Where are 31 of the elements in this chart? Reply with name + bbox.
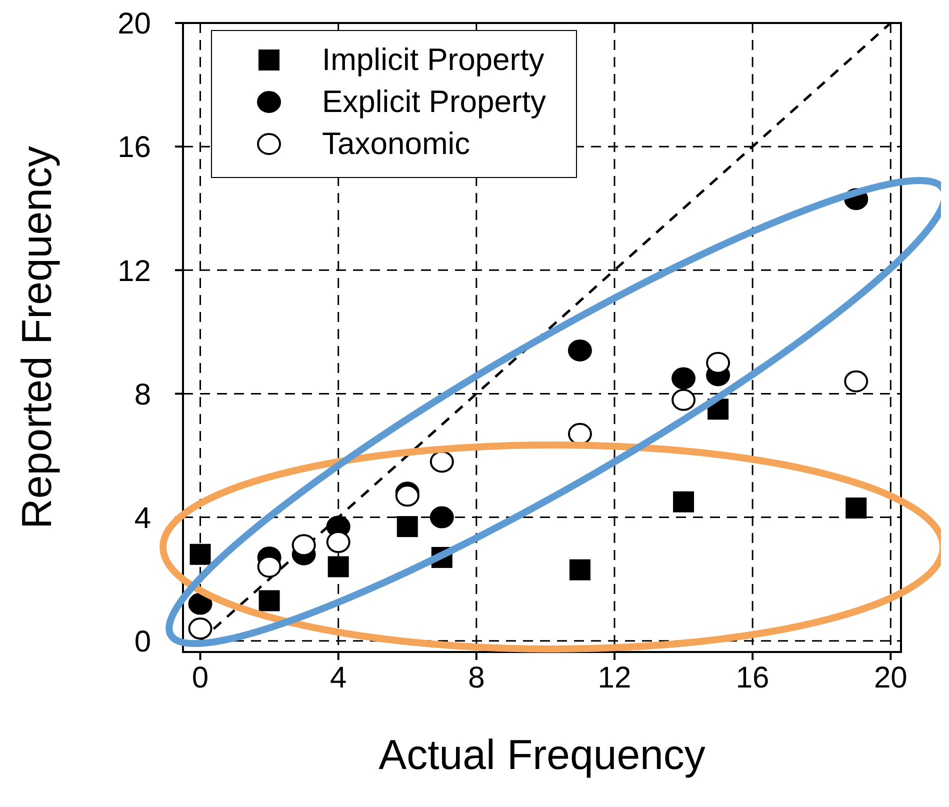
- y-tick-label: 16: [118, 131, 151, 164]
- y-axis-title: Reported Frequency: [12, 146, 60, 529]
- point: [672, 367, 696, 390]
- point: [706, 352, 730, 374]
- point: [328, 556, 349, 578]
- legend-label: Explicit Property: [322, 83, 546, 121]
- y-tick-label: 20: [118, 8, 151, 41]
- legend-label: Implicit Property: [322, 41, 544, 79]
- x-axis-title: Actual Frequency: [378, 731, 706, 778]
- point: [396, 516, 418, 538]
- y-tick-label: 0: [134, 626, 151, 659]
- x-tick-label: 0: [192, 661, 209, 694]
- point: [257, 556, 282, 578]
- point: [673, 491, 694, 512]
- point: [569, 559, 590, 580]
- point: [190, 544, 211, 565]
- legend-label: Taxonomic: [322, 125, 470, 163]
- y-tick-label: 8: [134, 378, 151, 412]
- point: [292, 534, 316, 556]
- y-tick-label: 12: [118, 254, 151, 288]
- x-tick-label: 8: [468, 661, 485, 694]
- point: [430, 506, 454, 528]
- point: [188, 592, 212, 615]
- x-tick-label: 12: [598, 661, 632, 694]
- point: [846, 498, 867, 519]
- point: [258, 590, 280, 612]
- point: [568, 339, 592, 362]
- x-tick-label: 16: [736, 661, 770, 694]
- x-tick-label: 20: [874, 661, 908, 694]
- x-tick-label: 4: [330, 661, 347, 694]
- y-tick-label: 4: [134, 502, 151, 535]
